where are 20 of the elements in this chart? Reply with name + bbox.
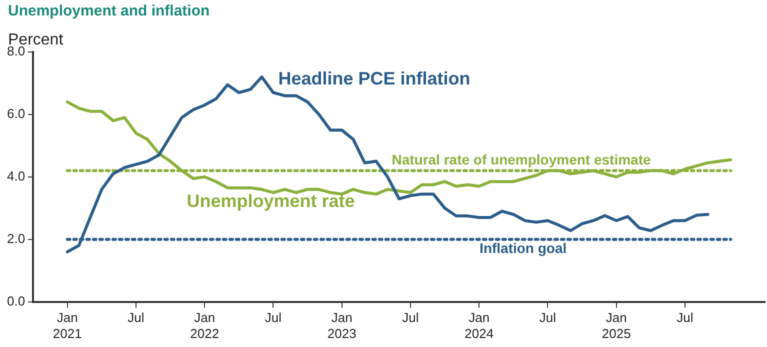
x-tick-label: Jul xyxy=(128,310,144,326)
x-tick-label: Jan 2025 xyxy=(602,310,631,341)
x-tick-label: Jul xyxy=(676,310,694,326)
y-tick-label: 0.0 xyxy=(6,293,26,308)
x-tick-label: Jul xyxy=(402,310,419,326)
y-tick-label: 2.0 xyxy=(6,230,26,246)
x-tick-label: Jan 2024 xyxy=(464,310,494,341)
chart-title: Unemployment and inflation xyxy=(8,2,210,20)
ref-line-label: Inflation goal xyxy=(480,240,567,256)
series-label: Unemployment rate xyxy=(186,190,355,211)
x-tick-label: Jan 2022 xyxy=(190,310,220,341)
y-tick-label: 8.0 xyxy=(6,44,26,59)
y-tick-label: 4.0 xyxy=(6,168,26,184)
y-tick-label: 6.0 xyxy=(6,106,26,122)
x-tick-label: Jan 2021 xyxy=(52,310,82,341)
x-tick-label: Jan 2023 xyxy=(327,310,356,341)
series-label: Headline PCE inflation xyxy=(278,68,470,88)
x-tick-label: Jul xyxy=(264,310,282,326)
x-tick-label: Jul xyxy=(539,310,556,326)
ref-line-label: Natural rate of unemployment estimate xyxy=(392,152,651,168)
